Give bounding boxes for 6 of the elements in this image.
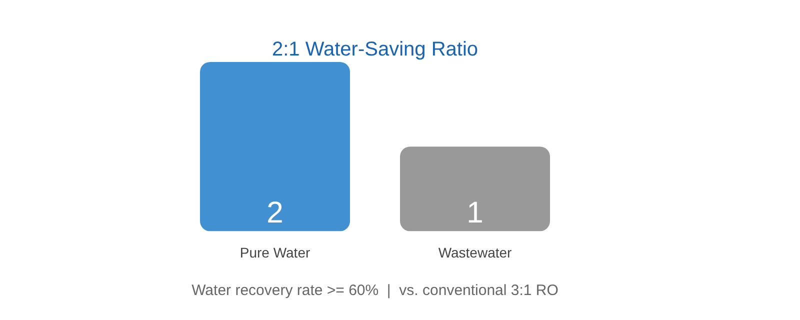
chart-title: 2:1 Water-Saving Ratio [272,38,478,61]
text: Water recovery rate >= 60% | vs. conventional 3:1 RO [192,282,558,300]
data-label: 2 [266,196,284,230]
data-label: 1 [466,196,484,230]
x-tick-label: Pure Water [240,244,310,260]
x-tick-label: Wastewater [438,244,512,260]
